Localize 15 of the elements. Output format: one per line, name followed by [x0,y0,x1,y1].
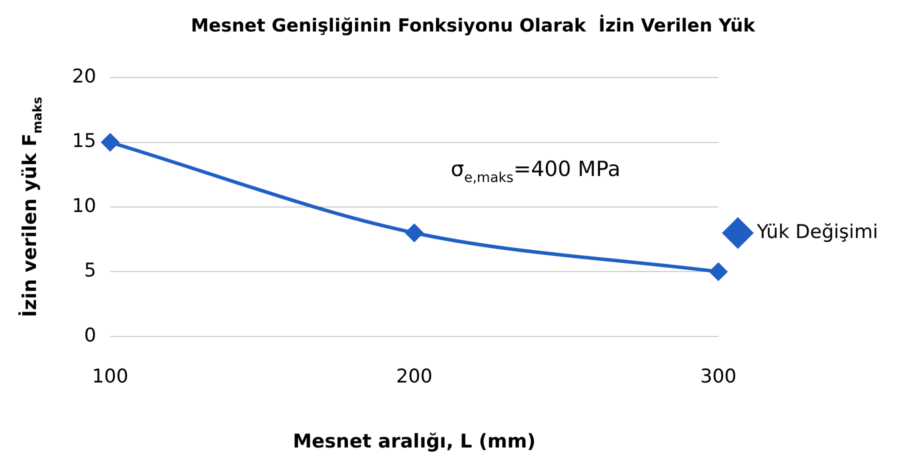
y-tick-label: 0 [84,324,96,346]
x-tick-label: 200 [396,366,432,388]
y-tick-label: 15 [72,130,96,152]
x-tick-label: 300 [700,366,736,388]
y-tick-label: 5 [84,260,96,282]
y-tick-label: 20 [72,66,96,88]
y-axis-title: İzin verilen yük Fmaks [18,96,45,318]
legend-label: Yük Değişimi [756,220,878,243]
y-tick-label: 10 [72,194,96,217]
point [406,224,424,242]
chart-title: Mesnet Genişliğinin Fonksiyonu Olarak İzin Verilen Yük [190,14,756,36]
x-axis-title: Mesnet aralığı, L (mm) [292,430,536,453]
point [101,134,119,152]
point [710,262,728,280]
x-tick-label: 100 [92,366,128,388]
